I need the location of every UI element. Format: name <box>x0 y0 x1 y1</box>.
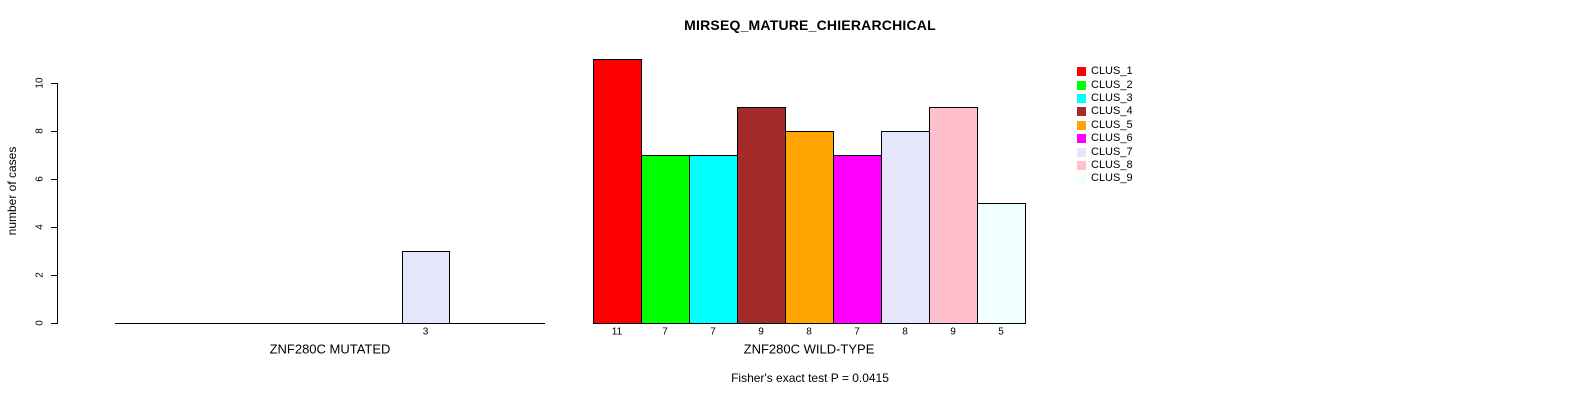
legend-swatch-clus_9 <box>1077 174 1086 184</box>
legend-swatch-clus_7 <box>1077 147 1086 157</box>
legend: CLUS_1 CLUS_2 CLUS_3 CLUS_4 CLUS_5 CLUS_6 CLUS… <box>1077 65 1133 186</box>
legend-item-clus_1: CLUS_1 <box>1077 65 1133 78</box>
legend-item-clus_8: CLUS_8 <box>1077 159 1133 172</box>
bar-value-label: 11 <box>611 326 623 338</box>
bar-clus_6 <box>833 155 882 324</box>
legend-swatch-clus_5 <box>1077 120 1086 130</box>
bar-clus_9 <box>977 203 1026 324</box>
legend-item-clus_6: CLUS_6 <box>1077 132 1133 145</box>
x-axis-baseline <box>115 323 545 324</box>
y-tick-label: 4 <box>34 224 46 230</box>
legend-label: CLUS_7 <box>1091 145 1133 158</box>
bar-value-label: 8 <box>902 326 908 338</box>
y-axis-tick <box>51 323 57 324</box>
y-axis-line <box>57 83 58 324</box>
x-axis-label-wildtype: ZNF280C WILD-TYPE <box>743 341 875 357</box>
bar-value-label: 9 <box>950 326 956 338</box>
legend-label: CLUS_3 <box>1091 91 1133 104</box>
bar-clus_2 <box>641 155 690 324</box>
legend-item-clus_4: CLUS_4 <box>1077 105 1133 118</box>
bar-value-label: 8 <box>806 326 812 338</box>
bar-clus_8 <box>929 107 978 324</box>
y-tick-label: 2 <box>34 272 46 278</box>
bar-clus_1 <box>593 59 642 324</box>
bar-clus_7 <box>881 131 930 324</box>
bar-clus_5 <box>785 131 834 324</box>
legend-swatch-clus_4 <box>1077 107 1086 117</box>
y-tick-label: 10 <box>34 77 46 89</box>
y-axis-tick <box>51 227 57 228</box>
legend-label: CLUS_4 <box>1091 105 1133 118</box>
x-axis-label-mutated: ZNF280C MUTATED <box>269 341 391 357</box>
legend-swatch-clus_3 <box>1077 93 1086 103</box>
y-axis-tick <box>51 179 57 180</box>
legend-label: CLUS_9 <box>1091 172 1133 185</box>
legend-swatch-clus_1 <box>1077 67 1086 77</box>
y-tick-label: 8 <box>34 128 46 134</box>
legend-swatch-clus_2 <box>1077 80 1086 90</box>
fisher-test-note: Fisher's exact test P = 0.0415 <box>731 371 889 385</box>
legend-label: CLUS_1 <box>1091 65 1133 78</box>
legend-item-clus_2: CLUS_2 <box>1077 78 1133 91</box>
y-axis-tick <box>51 83 57 84</box>
bar-value-label: 7 <box>710 326 716 338</box>
legend-label: CLUS_5 <box>1091 118 1133 131</box>
legend-label: CLUS_6 <box>1091 132 1133 145</box>
bar-value-label: 7 <box>854 326 860 338</box>
legend-swatch-clus_6 <box>1077 134 1086 144</box>
legend-label: CLUS_8 <box>1091 158 1133 171</box>
bar-value-label: 9 <box>758 326 764 338</box>
bar-value-label: 5 <box>998 326 1004 338</box>
y-axis-tick <box>51 131 57 132</box>
legend-swatch-clus_8 <box>1077 160 1086 170</box>
bar-value-label: 3 <box>422 326 429 338</box>
y-tick-label: 0 <box>34 320 46 326</box>
y-axis-label: number of cases <box>5 146 19 236</box>
bar-clus_3 <box>689 155 738 324</box>
y-tick-label: 6 <box>34 176 46 182</box>
y-axis-tick <box>51 275 57 276</box>
chart-title: MIRSEQ_MATURE_CHIERARCHICAL <box>684 17 936 33</box>
bar-clus_4 <box>737 107 786 324</box>
bar-value-label: 7 <box>662 326 668 338</box>
legend-label: CLUS_2 <box>1091 78 1133 91</box>
legend-item-clus_3: CLUS_3 <box>1077 92 1133 105</box>
legend-item-clus_5: CLUS_5 <box>1077 119 1133 132</box>
legend-item-clus_9: CLUS_9 <box>1077 172 1133 185</box>
legend-item-clus_7: CLUS_7 <box>1077 145 1133 158</box>
bar-clus_7 <box>402 251 450 324</box>
